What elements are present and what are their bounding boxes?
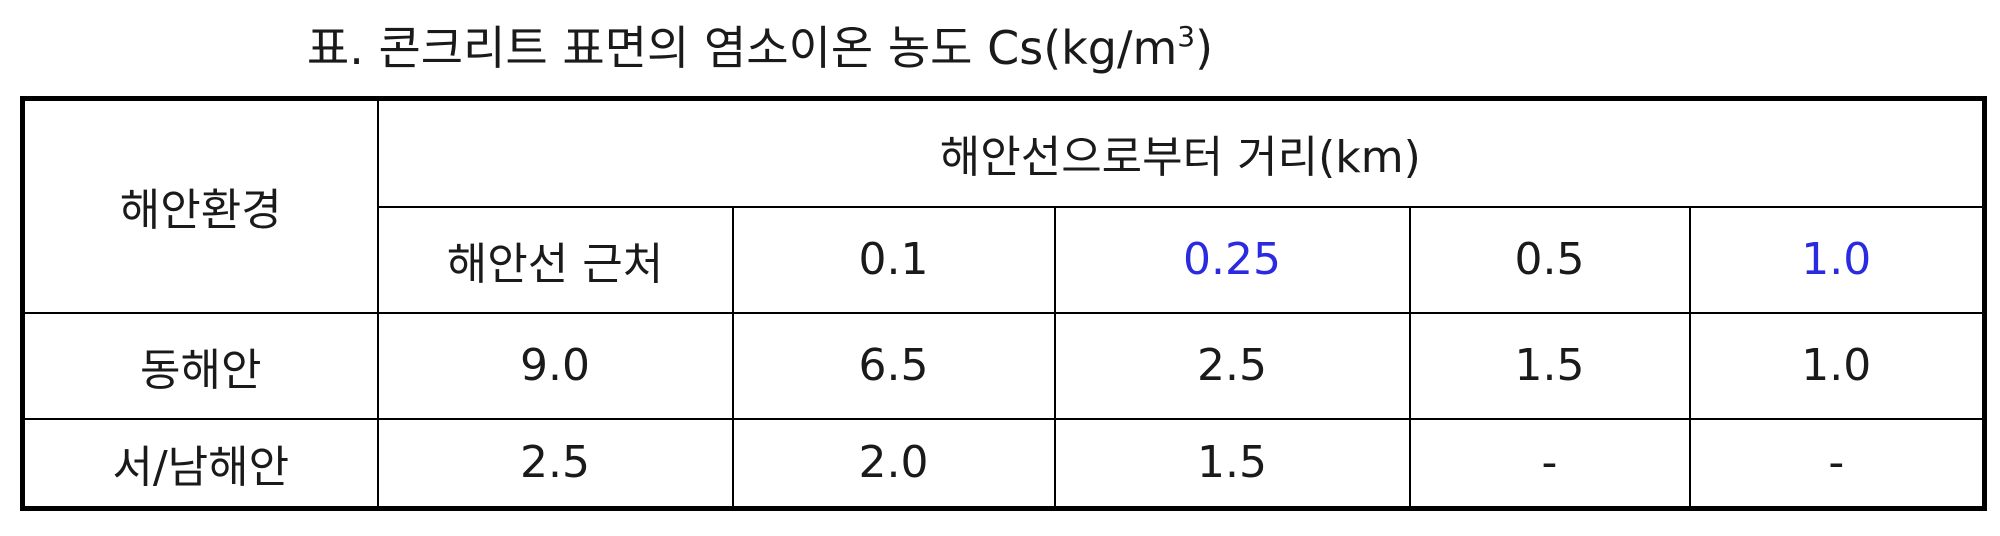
header-environment: 해안환경 — [21, 97, 379, 314]
header-distance-near-coast: 해안선 근처 — [376, 205, 734, 314]
table-cell: 2.5 — [376, 417, 734, 510]
table-cell: 6.5 — [731, 311, 1056, 420]
table-cell: 9.0 — [376, 311, 734, 420]
caption-suffix: ) — [1195, 21, 1214, 75]
header-distance-1-0: 1.0 — [1688, 205, 1986, 314]
row-label: 동해안 — [21, 311, 379, 420]
header-distance-0-5: 0.5 — [1408, 205, 1691, 314]
table-cell: 1.5 — [1408, 311, 1691, 420]
table-cell: 2.5 — [1053, 311, 1411, 420]
table-caption: 표. 콘크리트 표면의 염소이온 농도 Cs(kg/m3) — [0, 18, 1520, 78]
chloride-concentration-table: 해안환경 해안선으로부터 거리(km) 해안선 근처 0.1 0.25 0.5 … — [20, 96, 1988, 511]
header-row-2: 해안선 근처 0.1 0.25 0.5 1.0 — [23, 205, 1986, 314]
row-label: 서/남해안 — [21, 417, 379, 510]
table-row: 서/남해안 2.5 2.0 1.5 - - — [21, 417, 1986, 510]
header-row-1: 해안환경 해안선으로부터 거리(km) — [21, 97, 1986, 314]
header-distance-0-25: 0.25 — [1053, 205, 1411, 314]
caption-text: 표. 콘크리트 표면의 염소이온 농도 Cs(kg/m — [306, 21, 1178, 75]
table-cell: 2.0 — [731, 417, 1056, 510]
header-distance-group: 해안선으로부터 거리(km) — [376, 97, 1986, 208]
header-distance-0-1: 0.1 — [731, 205, 1056, 314]
table-cell: 1.5 — [1053, 417, 1411, 510]
caption-superscript: 3 — [1177, 20, 1196, 53]
table-cell: 1.0 — [1688, 311, 1986, 420]
table-cell: - — [1688, 417, 1986, 510]
table-cell: - — [1408, 417, 1691, 510]
table-row: 동해안 9.0 6.5 2.5 1.5 1.0 — [21, 311, 1986, 420]
